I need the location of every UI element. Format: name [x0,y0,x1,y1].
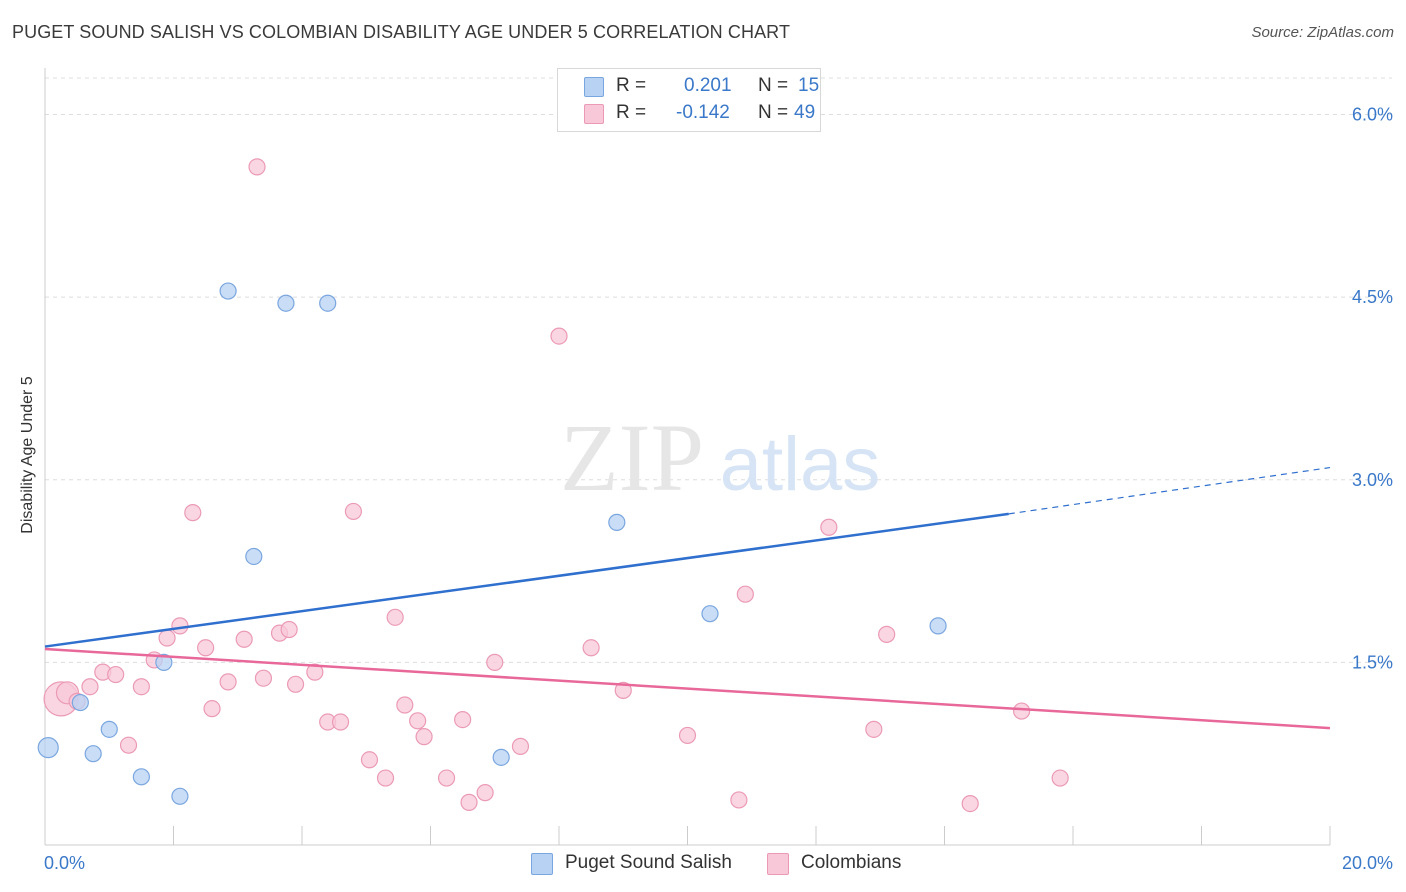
colombians-point [158,629,176,647]
colombians-point [511,737,530,755]
r-label: R = [616,102,647,123]
colombians-point [344,502,362,521]
colombians-point [614,681,632,699]
colombians-point [306,663,324,681]
data-points [37,158,1069,813]
puget-point [171,787,189,805]
puget-point [219,282,237,300]
y-tick-label: 1.5% [1352,652,1393,672]
r-value: -0.142 [676,102,730,123]
watermark-atlas: atlas [720,422,881,507]
colombians-point [550,327,568,345]
colombians-trend-line [44,647,1331,730]
colombians-point [396,696,414,714]
colombians-point [203,700,221,718]
x-tick-label: 20.0% [1342,853,1393,873]
colombians-point [736,585,754,603]
puget-point [277,294,295,312]
colombians-point [107,665,125,684]
n-label: N = [758,102,789,123]
watermark: ZIP atlas [560,404,880,511]
colombians-point [1012,702,1031,720]
puget-swatch [531,853,553,875]
colombians-point [582,639,600,657]
colombians-point [678,726,697,745]
puget-swatch [584,77,604,97]
puget-point [929,617,947,635]
colombians-point [730,791,748,809]
n-value: 15 [798,75,820,96]
colombians-point [961,795,979,813]
colombians-point [376,769,395,787]
colombians-point [820,518,838,536]
puget-point [155,653,173,671]
grid-lines [45,77,1392,663]
colombians-point [437,769,456,787]
puget-trend-line [44,512,1009,648]
watermark-zip: ZIP [560,404,704,511]
n-value: 49 [794,102,816,123]
chart-title: PUGET SOUND SALISH VS COLOMBIAN DISABILI… [12,22,791,42]
colombians-point [286,675,305,693]
colombians-swatch [767,853,789,875]
colombians-point [132,678,150,696]
colombians-point [331,713,350,731]
colombians-point [476,784,494,802]
puget-point [492,748,510,766]
puget-point [84,745,102,763]
colombians-point [386,608,404,626]
colombians-point [235,630,253,648]
legend-label: Puget Sound Salish [565,852,732,873]
colombians-point [409,712,427,730]
colombians-point [254,669,273,687]
colombians-swatch [584,104,604,124]
x-tick-label: 0.0% [44,853,85,873]
colombians-point [197,639,215,657]
y-tick-label: 3.0% [1352,470,1393,490]
colombians-point [280,620,298,639]
colombians-point [171,617,189,635]
colombians-point [415,728,433,746]
colombians-point [360,751,379,769]
puget-point [71,693,89,712]
puget-point [701,605,719,623]
series-legend: Puget Sound Salish Colombians [0,852,1406,876]
y-tick-label: 4.5% [1352,287,1393,307]
colombians-point [119,736,138,754]
puget-trend-extension [1008,466,1331,515]
colombians-point [1051,769,1069,787]
colombians-point [486,653,504,671]
colombians-point [454,711,472,729]
tick-labels: 1.5% 3.0% 4.5% 6.0% 0.0% 20.0% [44,105,1393,873]
source-label: Source: ZipAtlas.com [1251,24,1394,41]
trend-lines [44,466,1331,730]
puget-point [245,547,263,566]
r-label: R = [616,75,647,96]
n-label: N = [758,75,789,96]
axes [44,68,1331,846]
puget-point [37,737,59,759]
colombians-point [81,678,99,696]
r-value: 0.201 [684,75,732,96]
colombians-point [878,625,896,643]
colombians-point [219,673,237,691]
colombians-point [865,720,883,738]
colombians-point [460,793,478,811]
stats-legend: R = 0.201 N = 15 R = -0.142 N = 49 [557,68,821,132]
puget-point [100,720,118,738]
legend-label: Colombians [801,852,902,873]
puget-point [608,513,626,531]
colombians-point [248,158,266,176]
colombians-point [184,504,202,522]
puget-point [319,294,337,312]
puget-point [132,768,150,786]
y-tick-label: 6.0% [1352,105,1393,125]
